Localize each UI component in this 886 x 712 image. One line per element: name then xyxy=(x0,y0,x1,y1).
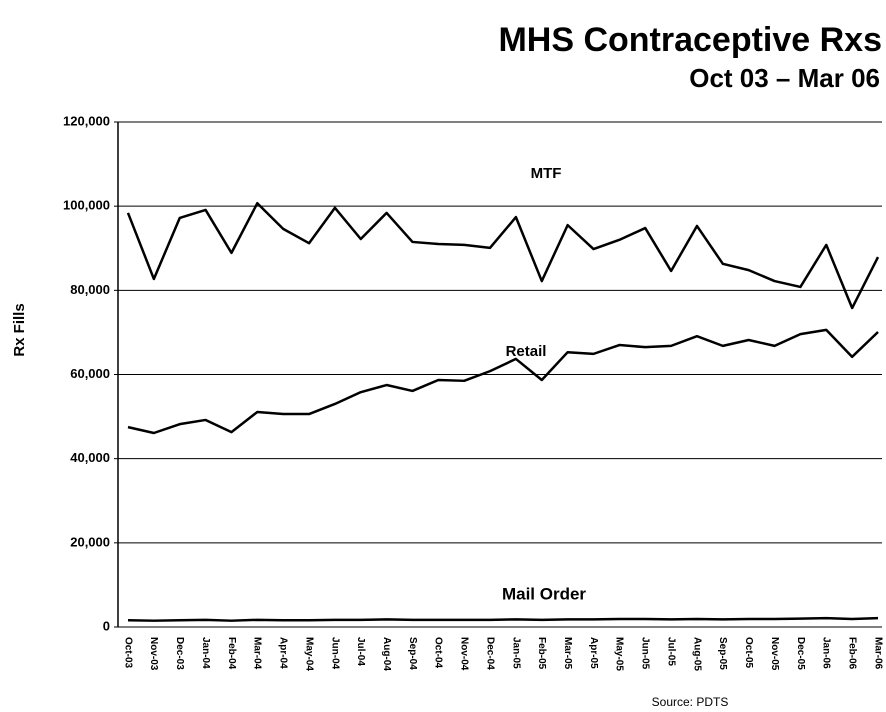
x-tick-label: Sep-04 xyxy=(407,637,418,670)
source-note: Source: PDTS xyxy=(652,695,729,709)
y-tick-label: 0 xyxy=(103,618,110,633)
x-tick-label: May-05 xyxy=(614,637,625,671)
y-tick-label: 40,000 xyxy=(70,450,110,465)
x-tick-label: Dec-03 xyxy=(174,637,185,670)
x-tick-label: Mar-06 xyxy=(872,637,883,670)
x-tick-label: Jun-04 xyxy=(329,637,340,670)
chart-title: MHS Contraceptive Rxs xyxy=(498,21,882,59)
x-tick-label: Aug-04 xyxy=(381,637,392,671)
x-tick-label: Oct-05 xyxy=(743,637,754,669)
x-tick-label: Oct-03 xyxy=(122,637,133,669)
x-tick-label: Nov-04 xyxy=(459,637,470,671)
series-label: Mail Order xyxy=(502,584,586,603)
x-tick-label: Mar-05 xyxy=(562,637,573,670)
y-tick-label: 80,000 xyxy=(70,282,110,297)
x-tick-label: Jul-04 xyxy=(355,637,366,666)
x-tick-label: Jul-05 xyxy=(665,637,676,666)
y-tick-label: 60,000 xyxy=(70,366,110,381)
chart-subtitle: Oct 03 – Mar 06 xyxy=(689,63,880,93)
series-label: MTF xyxy=(531,165,562,182)
x-tick-label: Jan-06 xyxy=(821,637,832,669)
series-line xyxy=(127,328,879,435)
x-tick-label: Dec-05 xyxy=(795,637,806,670)
series-line xyxy=(126,201,880,310)
y-tick-label: 100,000 xyxy=(63,198,110,213)
y-axis-label: Rx Fills xyxy=(11,303,28,356)
x-tick-label: Feb-06 xyxy=(846,637,857,670)
x-tick-label: Jun-05 xyxy=(640,637,651,670)
series-label: Retail xyxy=(506,343,547,360)
x-tick-label: Mar-04 xyxy=(252,637,263,670)
x-tick-label: Oct-04 xyxy=(433,637,444,669)
x-tick-label: Aug-05 xyxy=(691,637,702,671)
x-tick-label: Feb-05 xyxy=(536,637,547,670)
x-tick-label: Nov-03 xyxy=(148,637,159,671)
x-tick-label: Jan-04 xyxy=(200,637,211,669)
x-tick-label: Apr-04 xyxy=(278,637,289,669)
series-line xyxy=(127,616,879,622)
x-tick-label: May-04 xyxy=(303,637,314,671)
x-tick-label: Apr-05 xyxy=(588,637,599,669)
x-tick-label: Feb-04 xyxy=(226,637,237,670)
y-tick-label: 20,000 xyxy=(70,534,110,549)
x-tick-label: Nov-05 xyxy=(769,637,780,671)
x-tick-label: Jan-05 xyxy=(510,637,521,669)
x-tick-label: Dec-04 xyxy=(484,637,495,670)
y-tick-label: 120,000 xyxy=(63,113,110,128)
x-tick-label: Sep-05 xyxy=(717,637,728,670)
